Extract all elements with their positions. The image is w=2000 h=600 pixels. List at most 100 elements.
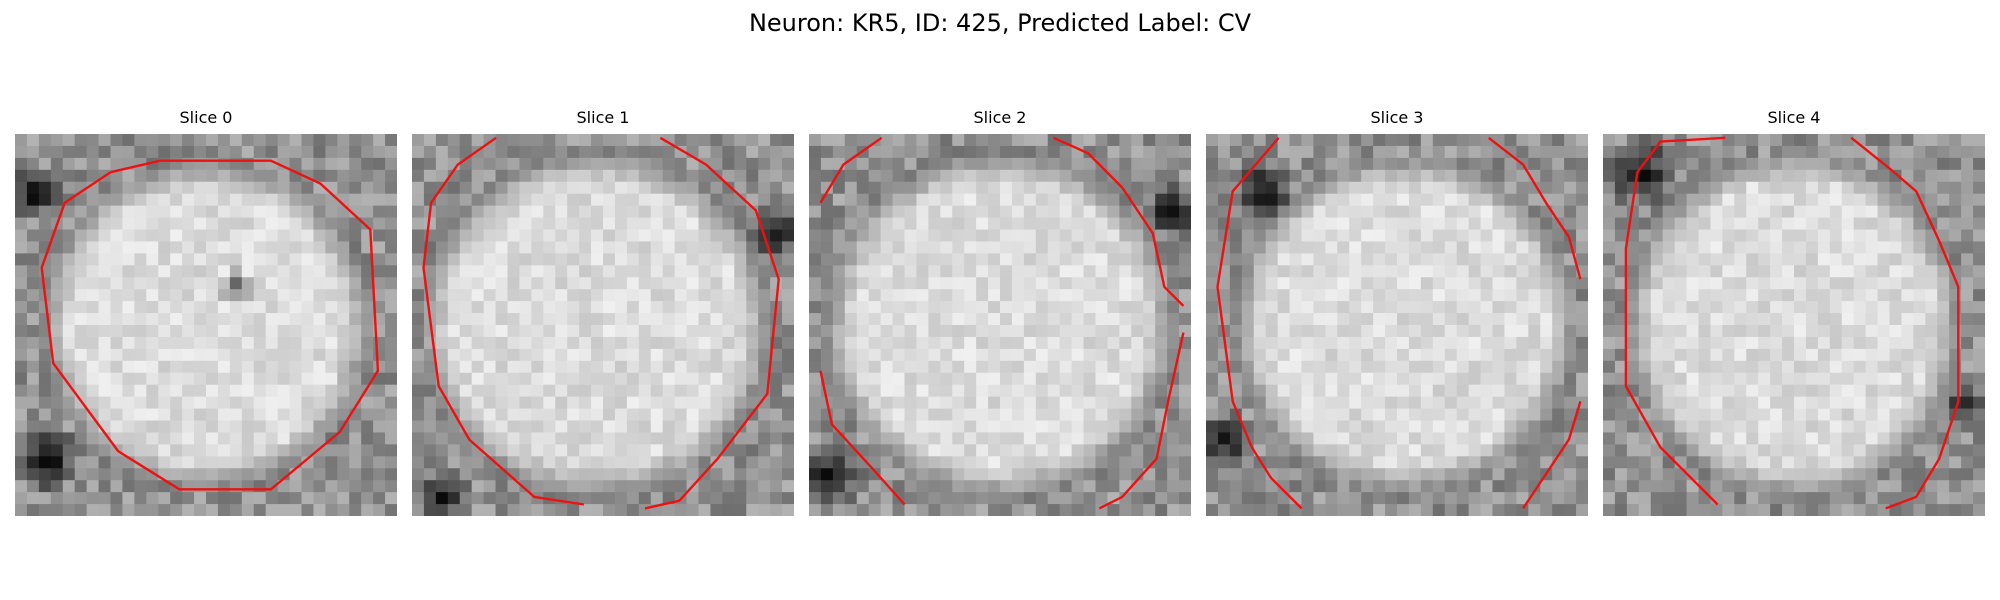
pixel [1456,205,1470,219]
pixel [1710,360,1723,374]
pixel [361,193,374,207]
pixel [1758,205,1771,219]
pixel [1961,432,1974,445]
pixel [904,408,917,421]
pixel [1420,325,1434,338]
pixel [1229,229,1243,242]
pixel [217,396,231,410]
pixel [423,384,437,398]
pixel [543,325,556,338]
pixel [809,432,822,445]
pixel [98,456,111,469]
pixel [662,265,676,278]
pixel [1444,504,1458,516]
pixel [1265,313,1279,326]
pixel [74,313,88,326]
pixel [1167,229,1180,242]
pixel [892,205,905,219]
pixel [1817,444,1831,457]
pixel [770,396,783,410]
pixel [1650,265,1664,278]
pixel [1468,408,1482,421]
pixel [1638,372,1652,386]
pixel [361,313,374,326]
pixel [1805,205,1819,219]
pixel [1877,360,1890,374]
pixel [373,217,386,230]
pixel [74,336,88,350]
pixel [1313,456,1326,469]
pixel [313,265,326,278]
pixel [638,193,652,207]
pixel [1853,193,1867,207]
pixel [1143,360,1156,374]
pixel [856,205,870,219]
pixel [543,145,556,159]
pixel [1794,181,1807,195]
pixel [1710,372,1723,386]
pixel [182,360,195,374]
pixel [892,134,905,147]
pixel [1011,492,1025,505]
pixel [217,372,231,386]
pixel [770,193,783,207]
pixel [1083,408,1096,421]
pixel [591,217,604,230]
pixel [856,253,870,266]
pixel [1734,420,1747,433]
pixel [1662,217,1676,230]
pixel [674,169,688,183]
pixel [74,169,88,183]
pixel [1734,289,1747,302]
pixel [856,336,870,350]
pixel [638,396,652,410]
pixel [1107,169,1120,183]
pixel [964,408,977,421]
pixel [964,265,977,278]
pixel [1155,396,1168,410]
pixel [710,145,723,159]
pixel [988,360,1001,374]
pixel [614,492,628,505]
pixel [1253,396,1267,410]
pixel [483,408,497,421]
pixel [241,480,255,493]
pixel [1289,241,1302,254]
pixel [1817,420,1831,433]
pixel [698,193,711,207]
pixel [820,217,834,230]
pixel [1325,480,1338,493]
pixel [1456,157,1470,171]
pixel [880,313,894,326]
pixel [626,205,640,219]
pixel [26,456,40,469]
pixel [916,229,929,242]
pixel [543,360,556,374]
pixel [844,229,858,242]
pixel [1626,277,1640,290]
pixel [1504,360,1517,374]
pixel [1841,408,1855,421]
pixel [650,157,664,171]
pixel [1253,325,1267,338]
pixel [50,134,64,147]
pixel [1083,504,1096,516]
pixel [241,408,255,421]
pixel [1770,408,1783,421]
pixel [1408,468,1422,481]
pixel [1179,169,1191,183]
pixel [1829,181,1843,195]
pixel [1480,468,1493,481]
pixel [1265,253,1279,266]
pixel [820,301,834,314]
pixel [277,205,291,219]
pixel [650,241,664,254]
pixel [158,372,171,386]
pixel [1805,360,1819,374]
pixel [74,325,88,338]
pixel [844,205,858,219]
pixel [1552,444,1565,457]
pixel [1492,265,1505,278]
pixel [134,229,147,242]
pixel [1179,205,1191,219]
